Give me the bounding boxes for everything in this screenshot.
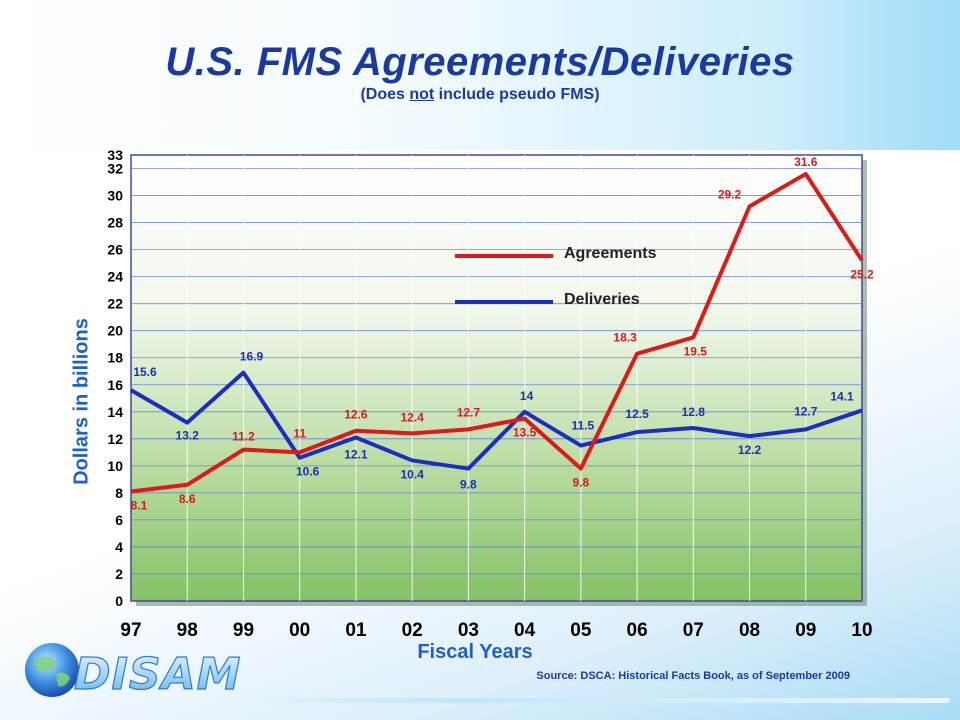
y-tick-label: 32	[107, 161, 123, 177]
y-tick-label: 0	[115, 593, 123, 609]
data-label-deliveries: 12.2	[738, 443, 762, 457]
data-label-deliveries: 13.2	[176, 429, 200, 443]
data-label-agreements: 9.8	[573, 476, 590, 490]
data-label-deliveries: 16.9	[240, 350, 264, 364]
x-tick-label: 04	[514, 620, 536, 641]
x-tick-label: 98	[177, 620, 198, 641]
x-tick-label: 10	[851, 620, 872, 641]
disam-logo: DISAM	[25, 643, 241, 700]
legend-label-deliveries: Deliveries	[564, 291, 640, 308]
footer-divider	[250, 698, 950, 703]
data-label-agreements: 29.2	[718, 187, 742, 201]
x-tick-label: 05	[570, 620, 592, 641]
data-label-agreements: 8.1	[131, 499, 148, 513]
data-label-deliveries: 9.8	[460, 478, 477, 492]
x-axis-label: Fiscal Years	[417, 641, 533, 663]
plot-area	[130, 154, 863, 602]
subtitle-underlined: not	[409, 86, 435, 103]
data-label-deliveries: 12.5	[625, 407, 649, 421]
series-line-deliveries	[130, 370, 863, 471]
data-label-agreements: 11.2	[232, 430, 255, 444]
chart-subtitle: (Does not include pseudo FMS)	[0, 86, 960, 104]
data-label-agreements: 18.3	[613, 331, 637, 345]
logo-text: DISAM	[74, 649, 241, 700]
y-tick-label: 24	[107, 269, 123, 285]
subtitle-post: include pseudo FMS)	[434, 86, 600, 103]
y-tick-label: 6	[115, 512, 123, 528]
y-tick-label: 22	[107, 296, 123, 312]
x-tick-label: 07	[683, 620, 704, 641]
x-tick-label: 97	[120, 620, 141, 641]
data-label-deliveries: 12.7	[794, 404, 818, 418]
y-tick-label: 28	[107, 215, 123, 231]
data-label-deliveries: 11.5	[571, 419, 594, 433]
source-note: Source: DSCA: Historical Facts Book, as …	[536, 670, 850, 682]
globe-icon	[25, 643, 79, 697]
data-label-agreements: 31.6	[794, 155, 818, 169]
y-tick-label: 10	[107, 458, 123, 474]
y-tick-label: 26	[107, 242, 123, 258]
data-label-deliveries: 10.4	[400, 467, 424, 481]
data-label-deliveries: 15.6	[133, 365, 157, 379]
data-label-agreements: 12.6	[344, 408, 368, 422]
data-label-deliveries: 12.8	[682, 405, 706, 419]
y-tick-label: 2	[115, 566, 123, 582]
x-tick-label: 00	[289, 620, 310, 641]
y-tick-label: 8	[115, 485, 123, 501]
y-tick-label: 30	[107, 188, 123, 204]
y-tick-label: 16	[107, 377, 123, 393]
y-tick-label: 20	[107, 323, 123, 339]
legend-label-agreements: Agreements	[564, 245, 657, 262]
chart-title: U.S. FMS Agreements/Deliveries	[165, 40, 795, 84]
data-label-deliveries: 12.1	[344, 447, 368, 461]
y-tick-label: 12	[107, 431, 123, 447]
data-label-agreements: 25.2	[850, 267, 874, 281]
subtitle-pre: (Does	[360, 86, 410, 103]
x-tick-label: 02	[402, 620, 423, 641]
y-axis-label: Dollars in billions	[70, 318, 93, 485]
x-tick-label: 08	[739, 620, 760, 641]
data-label-agreements: 11	[293, 426, 306, 440]
data-label-deliveries: 10.6	[296, 465, 320, 479]
x-tick-label: 09	[795, 620, 816, 641]
y-tick-label: 33	[107, 147, 123, 163]
data-label-deliveries: 14.1	[830, 389, 854, 403]
x-tick-label: 03	[458, 620, 479, 641]
y-tick-label: 14	[107, 404, 123, 420]
x-tick-label: 06	[627, 620, 648, 641]
series-line-agreements	[130, 171, 864, 494]
y-tick-label: 4	[115, 539, 123, 555]
data-label-agreements: 13.5	[513, 426, 537, 440]
header-background	[0, 0, 960, 150]
data-label-agreements: 12.7	[457, 405, 481, 419]
data-label-agreements: 19.5	[684, 344, 708, 358]
x-tick-label: 01	[345, 620, 367, 641]
data-label-agreements: 12.4	[400, 410, 424, 424]
data-label-deliveries: 14	[520, 389, 534, 403]
y-tick-label: 18	[107, 350, 123, 366]
data-label-agreements: 8.6	[179, 492, 196, 506]
x-tick-label: 99	[233, 620, 254, 641]
